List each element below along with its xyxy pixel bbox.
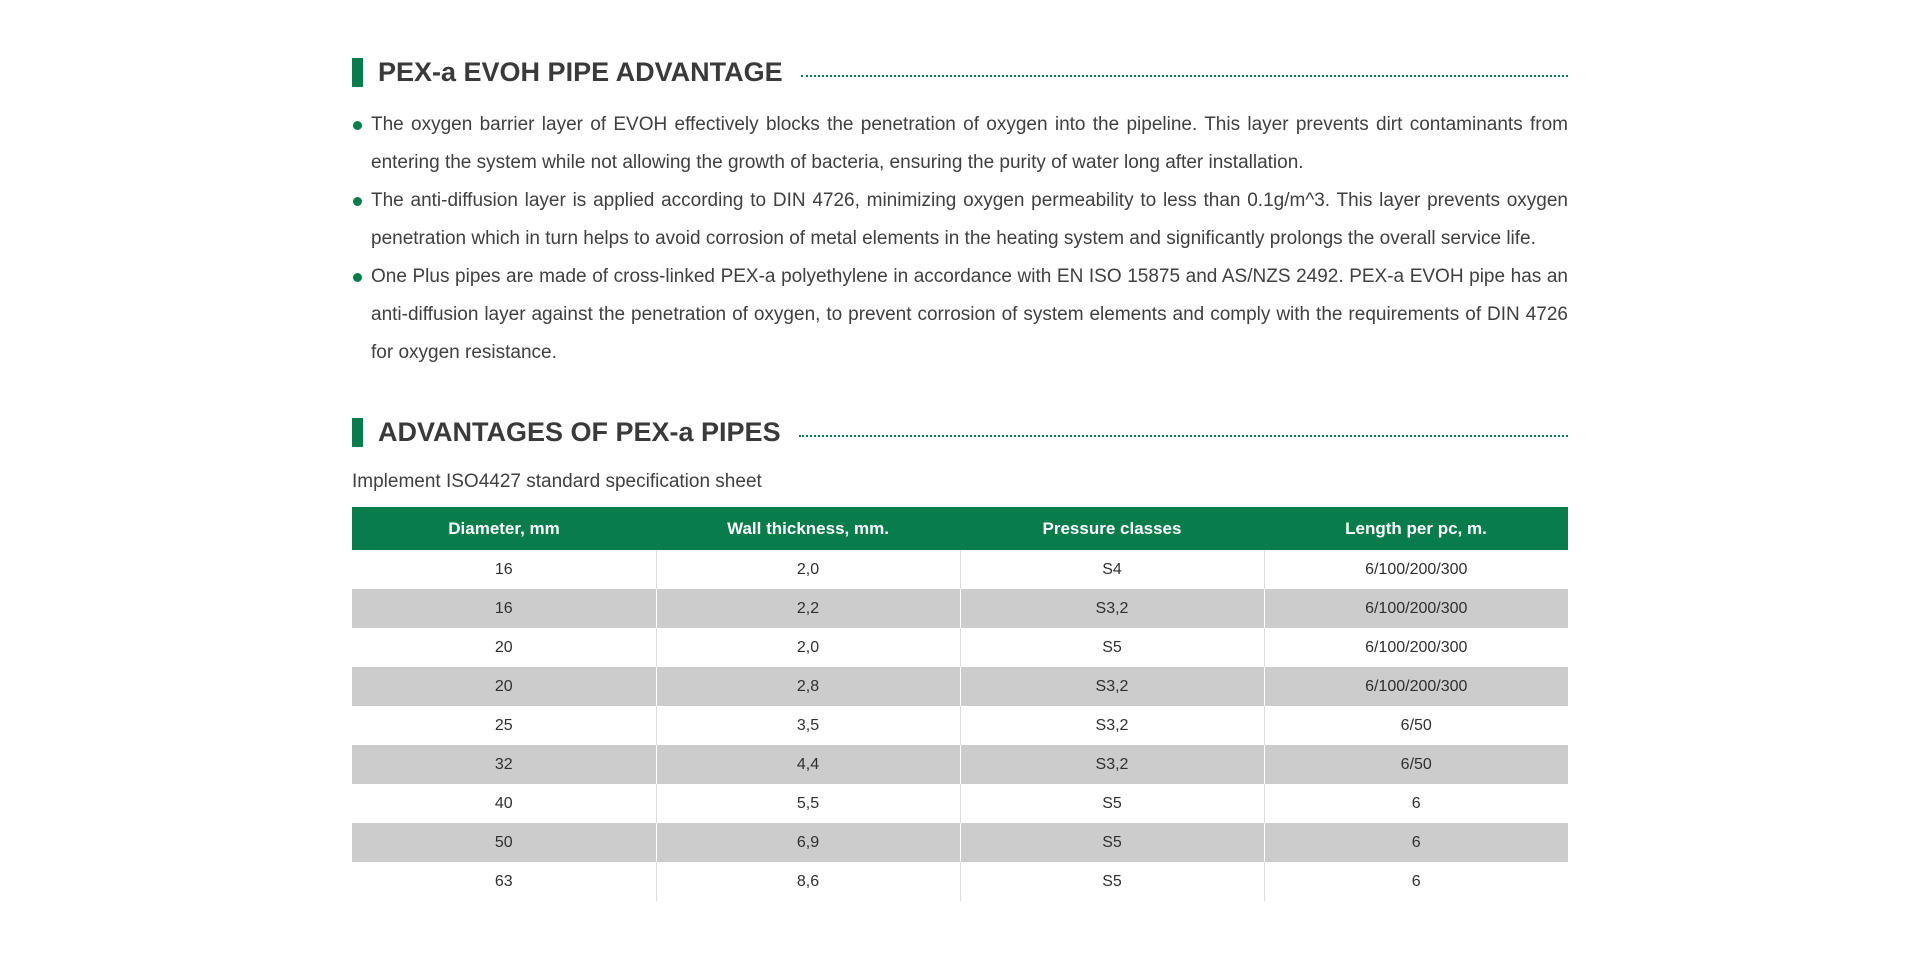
table-cell: 32	[352, 745, 657, 784]
bullet-dot-icon	[353, 197, 362, 206]
table-cell: 6/100/200/300	[1264, 589, 1568, 628]
table-cell: 6,9	[656, 823, 961, 862]
table-cell: 6	[1264, 862, 1568, 901]
table-cell: S5	[960, 862, 1265, 901]
table-row: 20 2,8 S3,2 6/100/200/300	[352, 667, 1568, 706]
table-cell: 5,5	[656, 784, 961, 823]
column-header: Length per pc, m.	[1264, 507, 1568, 550]
bullet-text: The oxygen barrier layer of EVOH effecti…	[371, 114, 1568, 173]
table-cell: 2,0	[656, 628, 961, 667]
table-cell: 2,0	[656, 550, 961, 589]
table-row: 50 6,9 S5 6	[352, 823, 1568, 862]
table-cell: 8,6	[656, 862, 961, 901]
table-cell: S5	[960, 784, 1265, 823]
table-row: 32 4,4 S3,2 6/50	[352, 745, 1568, 784]
bullet-dot-icon	[353, 273, 362, 282]
section2-title: ADVANTAGES OF PEX-a PIPES	[378, 416, 781, 447]
bullet-item: The oxygen barrier layer of EVOH effecti…	[352, 106, 1568, 182]
column-header: Diameter, mm	[352, 507, 656, 550]
table-cell: 2,2	[656, 589, 961, 628]
table-row: 63 8,6 S5 6	[352, 862, 1568, 901]
table-cell: 16	[352, 550, 657, 589]
bullet-dot-icon	[353, 121, 362, 130]
content-column: PEX-a EVOH PIPE ADVANTAGE The oxygen bar…	[352, 0, 1568, 901]
section1-title: PEX-a EVOH PIPE ADVANTAGE	[378, 56, 783, 87]
table-cell: 25	[352, 706, 657, 745]
table-cell: S3,2	[960, 745, 1265, 784]
heading-accent-bar-icon	[352, 57, 363, 87]
table-cell: S5	[960, 823, 1265, 862]
table-cell: 20	[352, 667, 657, 706]
table-cell: 40	[352, 784, 657, 823]
table-row: 16 2,0 S4 6/100/200/300	[352, 550, 1568, 589]
table-cell: 2,8	[656, 667, 961, 706]
table-row: 16 2,2 S3,2 6/100/200/300	[352, 589, 1568, 628]
table-row: 25 3,5 S3,2 6/50	[352, 706, 1568, 745]
table-cell: 6	[1264, 784, 1568, 823]
table-row: 20 2,0 S5 6/100/200/300	[352, 628, 1568, 667]
table-cell: 6/50	[1264, 745, 1568, 784]
table-cell: 50	[352, 823, 657, 862]
table-row: 40 5,5 S5 6	[352, 784, 1568, 823]
table-cell: S3,2	[960, 589, 1265, 628]
section1-heading: PEX-a EVOH PIPE ADVANTAGE	[352, 55, 1568, 89]
table-cell: 6/100/200/300	[1264, 628, 1568, 667]
table-cell: 16	[352, 589, 657, 628]
table-cell: 6	[1264, 823, 1568, 862]
bullet-text: One Plus pipes are made of cross-linked …	[371, 266, 1568, 363]
section-advantages-pexa-pipes: ADVANTAGES OF PEX-a PIPES Implement ISO4…	[352, 415, 1568, 901]
bullet-text: The anti-diffusion layer is applied acco…	[371, 190, 1568, 249]
column-header: Pressure classes	[960, 507, 1264, 550]
dotted-leader-line	[800, 75, 1568, 77]
spec-table-caption: Implement ISO4427 standard specification…	[352, 471, 762, 492]
table-cell: S4	[960, 550, 1265, 589]
table-cell: 6/100/200/300	[1264, 667, 1568, 706]
section2-heading: ADVANTAGES OF PEX-a PIPES	[352, 415, 1568, 449]
bullet-item: One Plus pipes are made of cross-linked …	[352, 258, 1568, 372]
advantages-list: The oxygen barrier layer of EVOH effecti…	[352, 106, 1568, 372]
table-cell: S3,2	[960, 667, 1265, 706]
table-header-row: Diameter, mm Wall thickness, mm. Pressure …	[352, 507, 1568, 550]
table-cell: S5	[960, 628, 1265, 667]
table-cell: S3,2	[960, 706, 1265, 745]
heading-accent-bar-icon	[352, 417, 363, 447]
spec-table-body: 16 2,0 S4 6/100/200/300 16 2,2 S3,2 6/100/200/3…	[352, 550, 1568, 901]
table-cell: 4,4	[656, 745, 961, 784]
dotted-leader-line	[798, 435, 1568, 437]
spec-table-head: Diameter, mm Wall thickness, mm. Pressure …	[352, 507, 1568, 550]
table-cell: 6/50	[1264, 706, 1568, 745]
table-cell: 63	[352, 862, 657, 901]
table-cell: 6/100/200/300	[1264, 550, 1568, 589]
section-pexa-evoh-advantage: PEX-a EVOH PIPE ADVANTAGE The oxygen bar…	[352, 55, 1568, 372]
spec-table: Diameter, mm Wall thickness, mm. Pressure …	[352, 507, 1568, 901]
bullet-item: The anti-diffusion layer is applied acco…	[352, 182, 1568, 258]
table-cell: 20	[352, 628, 657, 667]
column-header: Wall thickness, mm.	[656, 507, 960, 550]
table-cell: 3,5	[656, 706, 961, 745]
